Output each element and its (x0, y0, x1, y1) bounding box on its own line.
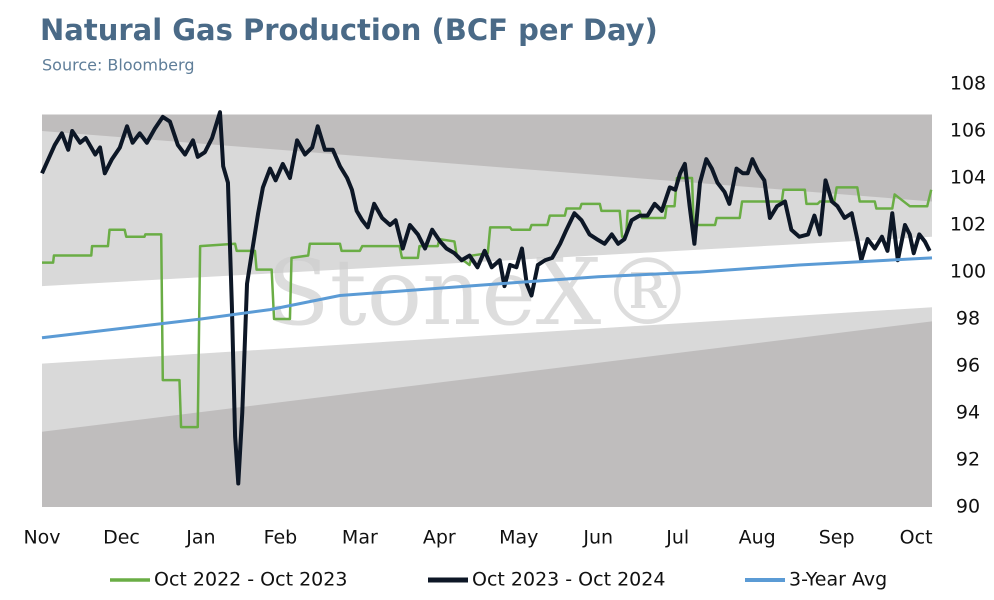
lines (40, 110, 933, 486)
y-tick-label: 92 (956, 449, 980, 471)
y-tick-label: 102 (950, 214, 986, 236)
y-tick-label: 98 (956, 308, 980, 330)
x-tick-label: Apr (423, 527, 456, 549)
x-tick-label: Nov (23, 527, 60, 549)
x-tick-label: Jan (185, 527, 215, 549)
x-tick-label: Mar (342, 527, 378, 549)
y-tick-label: 96 (956, 355, 980, 377)
bands (42, 114, 932, 508)
y-tick-label: 94 (956, 402, 980, 424)
x-tick-label: Feb (264, 527, 298, 549)
range-band (42, 236, 932, 364)
y-tick-label: 106 (950, 120, 986, 142)
legend-label: Oct 2022 - Oct 2023 (154, 569, 347, 591)
x-tick-label: Sep (819, 527, 855, 549)
x-tick-label: Dec (103, 527, 140, 549)
legend: Oct 2022 - Oct 2023 Oct 2023 - Oct 2024 3-… (110, 569, 887, 591)
chart-subtitle: Source: Bloomberg (42, 56, 194, 75)
y-tick-label: 100 (950, 261, 986, 283)
x-tick-label: May (499, 527, 538, 549)
series-line (40, 110, 932, 486)
y-tick-label: 90 (956, 496, 980, 518)
x-tick-label: Oct (900, 527, 933, 549)
chart-title: Natural Gas Production (BCF per Day) (40, 13, 658, 47)
legend-label: Oct 2023 - Oct 2024 (472, 569, 665, 591)
x-tick-label: Jun (582, 527, 613, 549)
legend-label: 3-Year Avg (789, 569, 887, 591)
series-line (42, 176, 933, 429)
series-line (41, 256, 933, 340)
y-tick-label: 104 (950, 167, 986, 189)
y-tick-label: 108 (950, 73, 986, 95)
axes: 90 92 94 96 98 100 102 104 106 108 Nov Dec Jan Feb Mar… (23, 73, 986, 549)
x-tick-label: Jul (665, 527, 689, 549)
x-tick-label: Aug (739, 527, 776, 549)
